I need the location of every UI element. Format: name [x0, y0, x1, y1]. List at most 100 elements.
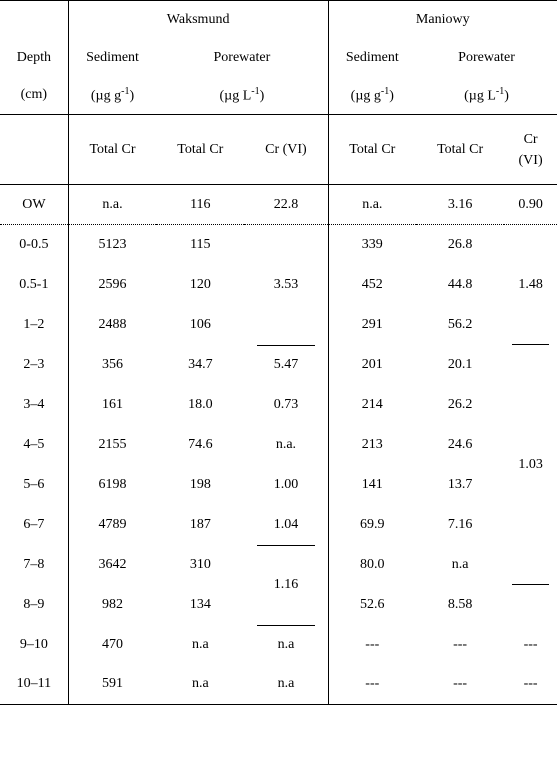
- m-sediment-unit: (µg g-1): [328, 77, 416, 115]
- ow-w-pw-tcr: 116: [156, 185, 244, 225]
- m-pw-tcr-cell: ---: [416, 665, 504, 705]
- depth-cell: 2–3: [0, 345, 68, 385]
- header-labels-row: Depth Sediment Porewater Sediment Porewa…: [0, 39, 557, 77]
- ow-m-pw-tcr: 3.16: [416, 185, 504, 225]
- m-pw-tcr-cell: 26.8: [416, 225, 504, 265]
- subheader-m-pw-cr6: Cr (VI): [504, 115, 557, 185]
- w-pw-cr6-cell: 0.73: [244, 385, 328, 425]
- site1-header: Waksmund: [68, 1, 328, 39]
- m-sed-cell: 291: [328, 305, 416, 345]
- subheader-depth: [0, 115, 68, 185]
- w-pw-cr6-cell: n.a: [244, 665, 328, 705]
- table-row: 9–10 470 n.a n.a --- --- ---: [0, 625, 557, 665]
- w-pw-cr6-cell: 5.47: [244, 345, 328, 385]
- m-sed-cell: 141: [328, 465, 416, 505]
- m-pw-cr6-cell: ---: [504, 625, 557, 665]
- w-porewater-unit: (µg L-1): [156, 77, 328, 115]
- subheader-m-sed: Total Cr: [328, 115, 416, 185]
- subheader-row: Total Cr Total Cr Cr (VI) Total Cr Total…: [0, 115, 557, 185]
- ow-w-pw-cr6: 22.8: [244, 185, 328, 225]
- w-pw-cr6-value: n.a: [278, 637, 295, 652]
- depth-cell: 0.5-1: [0, 265, 68, 305]
- pool-divider: [257, 545, 315, 546]
- m-porewater-label: Porewater: [416, 39, 557, 77]
- m-sed-cell: ---: [328, 665, 416, 705]
- w-pw-cr6-cell: 1.00: [244, 465, 328, 505]
- depth-cell: 7–8: [0, 545, 68, 585]
- m-pw-cr6-cell: ---: [504, 665, 557, 705]
- w-pw-tcr-cell: n.a: [156, 625, 244, 665]
- w-sed-cell: 2488: [68, 305, 156, 345]
- m-pw-tcr-cell: 8.58: [416, 585, 504, 625]
- pool-divider: [257, 625, 315, 626]
- table-row: 10–11 591 n.a n.a --- --- ---: [0, 665, 557, 705]
- ow-w-sed: n.a.: [68, 185, 156, 225]
- m-pw-tcr-cell: 24.6: [416, 425, 504, 465]
- subheader-m-pw-tcr: Total Cr: [416, 115, 504, 185]
- w-sed-cell: 5123: [68, 225, 156, 265]
- site2-header: Maniowy: [328, 1, 557, 39]
- m-pw-cr6-cell: [504, 585, 557, 625]
- m-pw-tcr-cell: 56.2: [416, 305, 504, 345]
- w-pw-tcr-cell: 115: [156, 225, 244, 265]
- w-sed-cell: 2155: [68, 425, 156, 465]
- m-pw-cr6-value: 1.03: [518, 457, 543, 472]
- m-sed-cell: 52.6: [328, 585, 416, 625]
- w-pw-cr6-cell: n.a: [244, 625, 328, 665]
- m-pw-tcr-cell: 44.8: [416, 265, 504, 305]
- m-sediment-label: Sediment: [328, 39, 416, 77]
- m-sed-cell: ---: [328, 625, 416, 665]
- m-pw-cr6-cell: 1.03: [504, 345, 557, 585]
- w-pw-tcr-cell: 310: [156, 545, 244, 585]
- m-pw-tcr-cell: 20.1: [416, 345, 504, 385]
- subheader-w-sed: Total Cr: [68, 115, 156, 185]
- depth-cell: 5–6: [0, 465, 68, 505]
- depth-header-cell: [0, 1, 68, 39]
- m-pw-cr6-cell: 1.48: [504, 225, 557, 345]
- table-row: 6–7 4789 187 1.04 69.9 7.16: [0, 505, 557, 545]
- depth-cell: 10–11: [0, 665, 68, 705]
- w-pw-tcr-cell: 198: [156, 465, 244, 505]
- m-pw-tcr-cell: 7.16: [416, 505, 504, 545]
- w-pw-tcr-cell: 134: [156, 585, 244, 625]
- w-pw-cr6-cell: 1.04: [244, 505, 328, 545]
- table-row: 2–3 356 34.7 5.47 201 20.1 1.03: [0, 345, 557, 385]
- w-pw-tcr-cell: n.a: [156, 665, 244, 705]
- w-pw-tcr-cell: 106: [156, 305, 244, 345]
- depth-cell: 0-0.5: [0, 225, 68, 265]
- w-sed-cell: 161: [68, 385, 156, 425]
- depth-unit: (cm): [0, 77, 68, 115]
- ow-label: OW: [0, 185, 68, 225]
- m-pw-tcr-cell: 13.7: [416, 465, 504, 505]
- ow-m-sed: n.a.: [328, 185, 416, 225]
- depth-cell: 4–5: [0, 425, 68, 465]
- m-pw-tcr-cell: 26.2: [416, 385, 504, 425]
- m-porewater-unit: (µg L-1): [416, 77, 557, 115]
- table-row: 7–8 3642 310 1.16 80.0 n.a: [0, 545, 557, 585]
- w-porewater-label: Porewater: [156, 39, 328, 77]
- w-sed-cell: 470: [68, 625, 156, 665]
- depth-cell: 1–2: [0, 305, 68, 345]
- m-sed-cell: 214: [328, 385, 416, 425]
- w-sed-cell: 982: [68, 585, 156, 625]
- w-pw-cr6-cell: n.a.: [244, 425, 328, 465]
- w-sediment-label: Sediment: [68, 39, 156, 77]
- w-pw-tcr-cell: 187: [156, 505, 244, 545]
- m-sed-cell: 452: [328, 265, 416, 305]
- w-pw-cr6-cell: 1.16: [244, 545, 328, 625]
- w-sed-cell: 356: [68, 345, 156, 385]
- header-sites-row: Waksmund Maniowy: [0, 1, 557, 39]
- m-sed-cell: 80.0: [328, 545, 416, 585]
- depth-cell: 6–7: [0, 505, 68, 545]
- m-pw-tcr-cell: ---: [416, 625, 504, 665]
- m-sed-cell: 339: [328, 225, 416, 265]
- chromium-table: Waksmund Maniowy Depth Sediment Porewate…: [0, 0, 557, 705]
- w-pw-tcr-cell: 120: [156, 265, 244, 305]
- table-row: 5–6 6198 198 1.00 141 13.7: [0, 465, 557, 505]
- w-pw-cr6-cell: 3.53: [244, 225, 328, 345]
- subheader-w-pw-tcr: Total Cr: [156, 115, 244, 185]
- table-row: 4–5 2155 74.6 n.a. 213 24.6: [0, 425, 557, 465]
- m-sed-cell: 69.9: [328, 505, 416, 545]
- header-units-row: (cm) (µg g-1) (µg L-1) (µg g-1) (µg L-1): [0, 77, 557, 115]
- w-sed-cell: 2596: [68, 265, 156, 305]
